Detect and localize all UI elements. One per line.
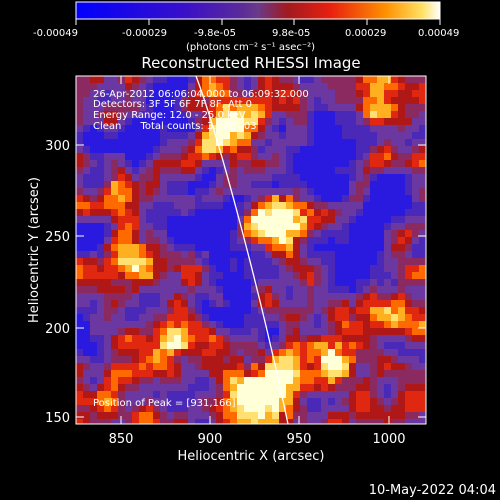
x-axis-ticks	[120, 76, 390, 424]
plot-title: Reconstructed RHESSI Image	[141, 54, 360, 72]
y-tick-label: 150	[45, 411, 70, 426]
colorbar-tick-label: -9.8e-05	[194, 28, 236, 39]
x-tick-label: 950	[287, 432, 312, 447]
info-clean: Clean Total counts: 3.09E+03	[93, 121, 257, 132]
x-axis-label: Heliocentric X (arcsec)	[178, 449, 325, 464]
y-tick-label: 250	[45, 230, 70, 245]
colorbar-tick-label: -0.00049	[33, 28, 78, 39]
colorbar-tick-label: 9.8e-05	[272, 28, 310, 39]
info-detectors: Detectors: 3F 5F 6F 7F 8F, Att 0	[93, 99, 252, 110]
footer-date: 10-May-2022 04:04	[369, 483, 496, 498]
colorbar-units: (photons cm⁻² s⁻¹ asec⁻²)	[186, 42, 315, 53]
x-tick-label: 1000	[372, 432, 405, 447]
y-tick-label: 300	[45, 139, 70, 154]
rhessi-image-pixels	[76, 76, 426, 424]
colorbar-tick-label: 0.00029	[345, 28, 386, 39]
info-energy: Energy Range: 12.0 - 25.0 keV	[93, 110, 246, 121]
y-axis-ticks	[76, 144, 426, 418]
plot-frame	[75, 75, 427, 425]
solar-limb-line	[195, 76, 289, 424]
colorbar-tick-label: 0.00049	[418, 28, 459, 39]
x-tick-label: 900	[198, 432, 223, 447]
info-time-range: 26-Apr-2012 06:06:04.000 to 06:09:32.000	[93, 89, 309, 100]
x-tick-label: 850	[109, 432, 134, 447]
y-tick-label: 200	[45, 322, 70, 337]
colorbar-tick-label: -0.00029	[122, 28, 167, 39]
colorbar-ticks	[75, 19, 441, 25]
colorbar	[75, 1, 441, 20]
info-peak: Position of Peak = [931,166]	[93, 398, 236, 409]
y-axis-label: Heliocentric Y (arcsec)	[27, 177, 42, 323]
